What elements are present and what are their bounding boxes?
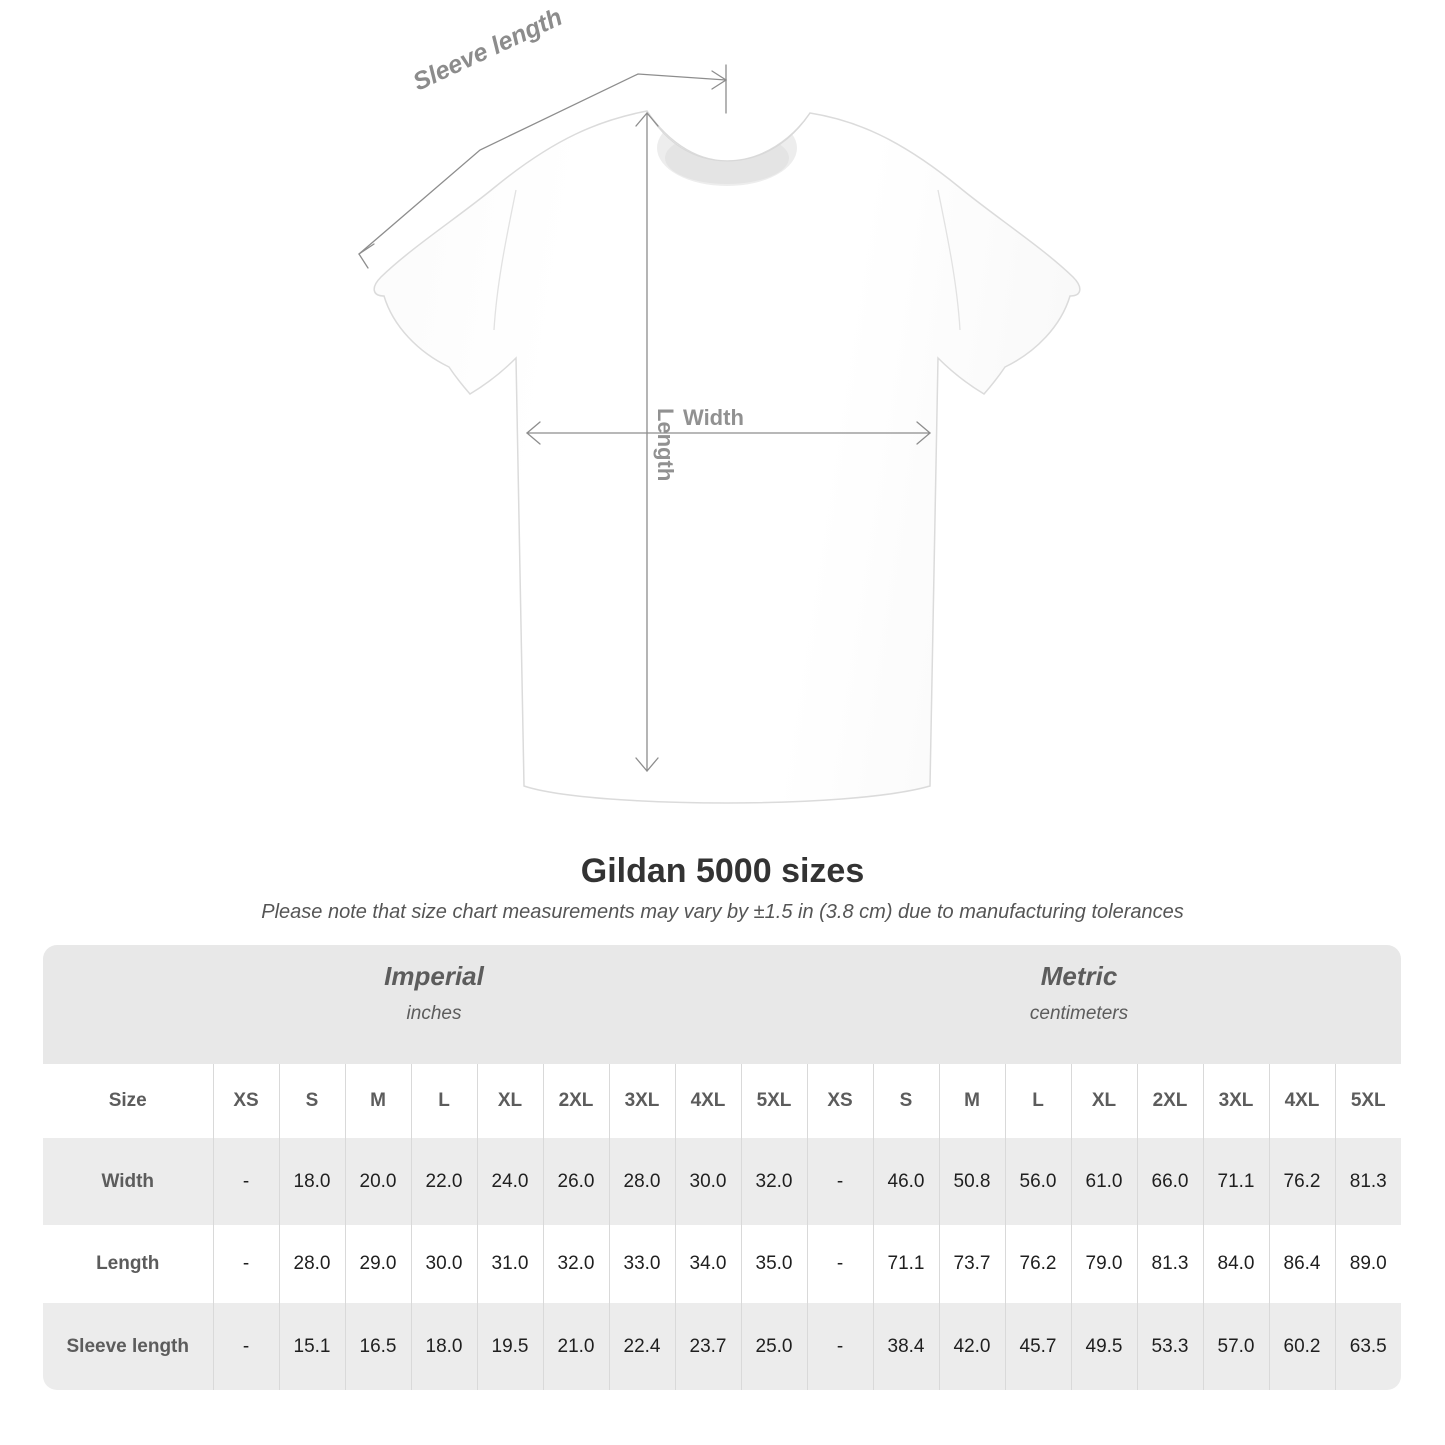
svg-text:Sleeve length: Sleeve length xyxy=(409,3,567,96)
svg-text:Length: Length xyxy=(653,408,678,481)
svg-text:Width: Width xyxy=(683,405,744,430)
